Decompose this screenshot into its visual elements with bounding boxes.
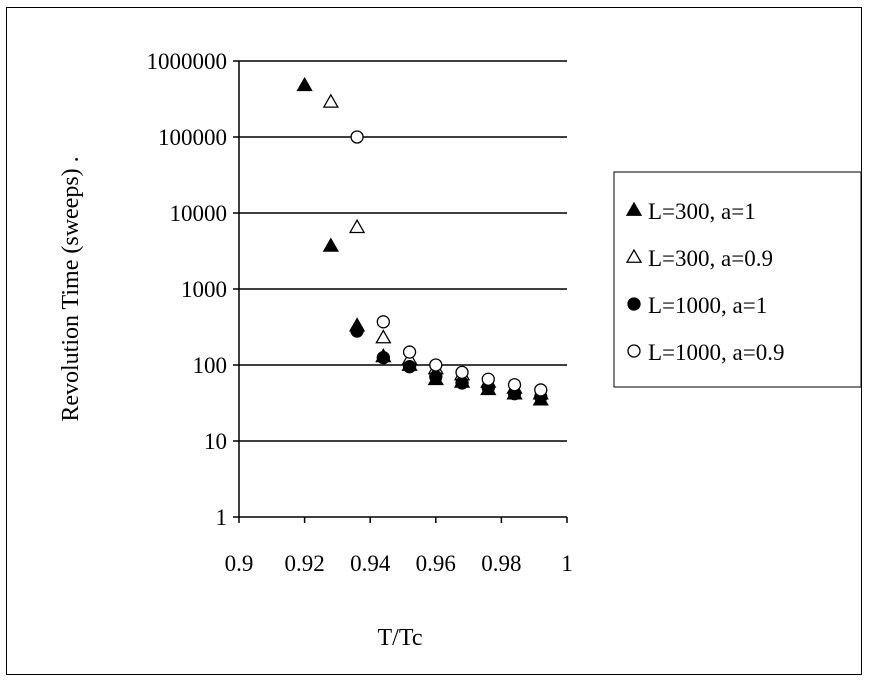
y-tick-label: 100 (193, 353, 228, 378)
data-point (322, 237, 339, 252)
legend-label: L=300, a=1 (648, 199, 756, 224)
y-axis-title: Revolution Time (sweeps) . (58, 156, 84, 421)
x-tick-label: 0.98 (481, 551, 521, 576)
x-axis-title: T/Tc (378, 625, 423, 651)
legend-marker (625, 201, 643, 216)
axes (238, 61, 567, 518)
gridlines (233, 60, 567, 518)
data-point (296, 76, 313, 92)
y-tick-labels: 1 10 100 1000 10000 100000 1000000 (147, 49, 228, 530)
data-point (429, 370, 443, 384)
data-point (348, 218, 366, 234)
x-tick-labels: 0.9 0.92 0.94 0.96 0.98 1 (225, 517, 573, 576)
data-point (429, 358, 443, 372)
x-tick-label: 0.96 (416, 551, 456, 576)
y-tick-label: 10 (204, 429, 227, 454)
data-points (296, 76, 549, 406)
legend-marker (625, 248, 643, 263)
data-point (402, 360, 417, 374)
data-point (507, 378, 522, 392)
x-tick-label: 0.94 (350, 551, 391, 576)
y-tick-label: 10000 (170, 201, 228, 226)
data-point (402, 345, 417, 359)
y-tick-label: 1000 (181, 277, 227, 302)
legend-marker (627, 344, 641, 358)
data-point (481, 372, 495, 386)
data-point (322, 93, 339, 108)
legend-marker (627, 297, 641, 311)
data-point (376, 315, 390, 329)
legend-label: L=1000, a=1 (648, 293, 767, 318)
y-tick-label: 1000000 (147, 49, 228, 74)
data-point (455, 365, 469, 380)
x-tick-label: 0.9 (225, 551, 254, 576)
legend-box (613, 171, 862, 388)
data-point (375, 329, 392, 344)
x-tick-label: 1 (561, 551, 573, 576)
data-point (350, 324, 364, 338)
legend: L=300, a=1 L=300, a=0.9 L=1000, a=1 L=1000,… (613, 171, 862, 388)
y-tick-label: 1 (216, 505, 228, 530)
x-tick-label: 0.92 (284, 551, 324, 576)
data-point (534, 383, 548, 397)
legend-label: L=1000, a=0.9 (648, 340, 784, 365)
legend-label: L=300, a=0.9 (648, 246, 773, 271)
data-point (350, 130, 364, 144)
data-point (376, 350, 390, 365)
y-tick-label: 100000 (158, 125, 227, 150)
